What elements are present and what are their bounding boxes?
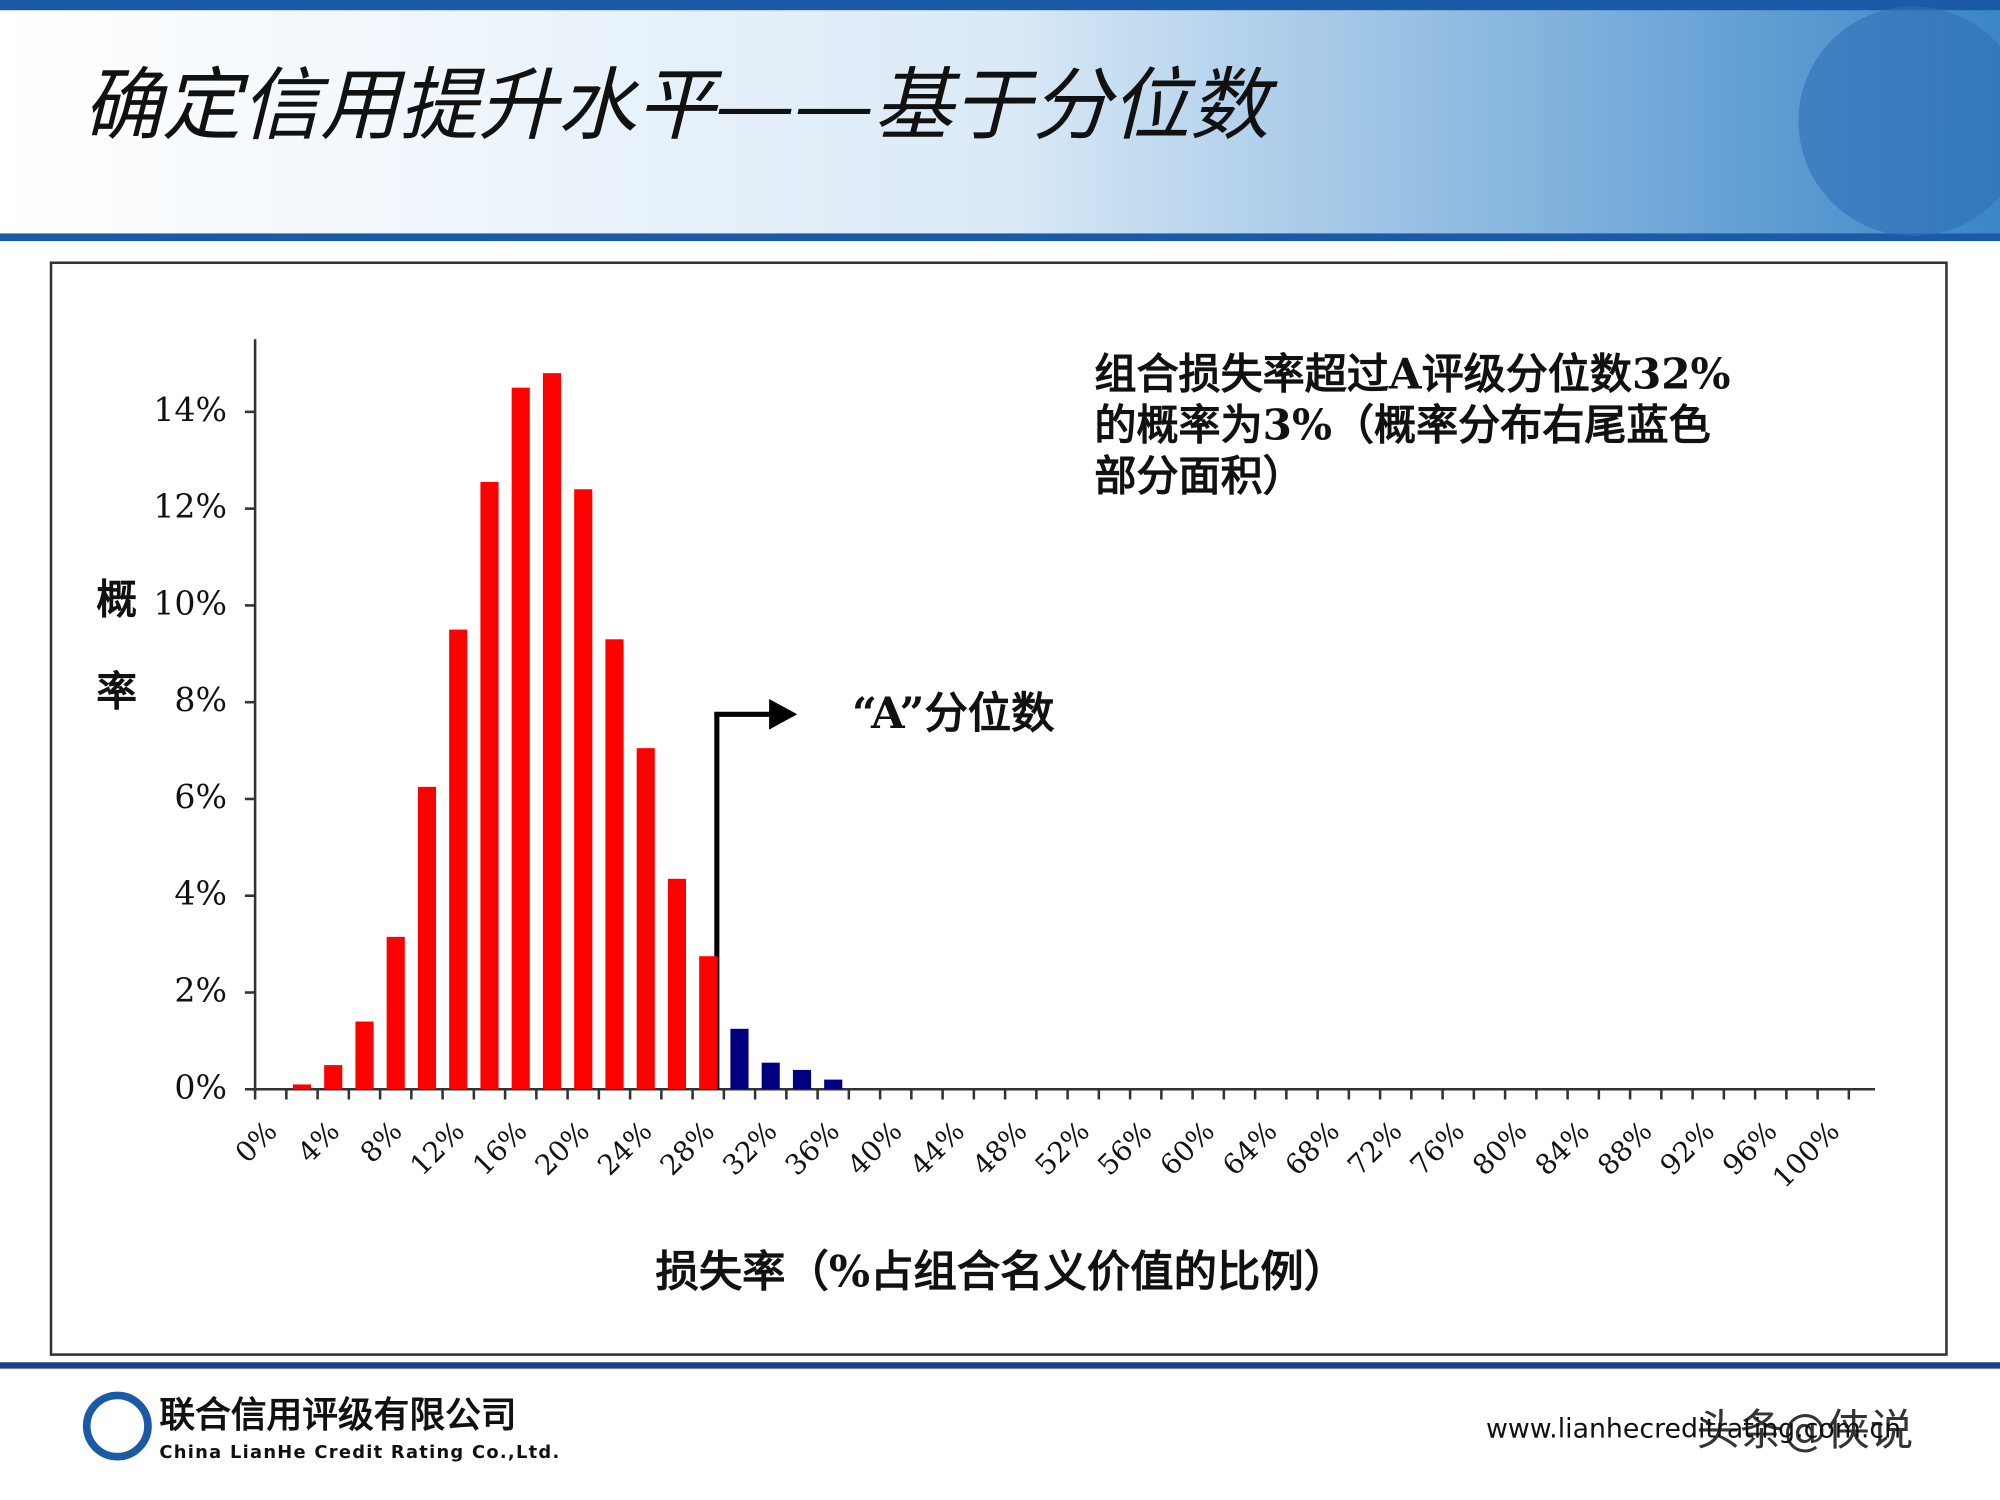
chart-frame xyxy=(49,261,1948,1356)
bar xyxy=(480,482,499,1090)
bar xyxy=(324,1065,343,1090)
watermark: 头条@侠说 xyxy=(1696,1406,1913,1456)
bar xyxy=(292,1084,312,1090)
quantile-label: “A”分位数 xyxy=(852,688,1055,739)
logo xyxy=(82,1391,152,1461)
bar xyxy=(761,1062,780,1090)
y-axis-label: 概率 xyxy=(89,578,137,762)
header-top-line xyxy=(0,0,2000,11)
company-name-en: China LianHe Credit Rating Co.,Ltd. xyxy=(159,1442,560,1463)
quantile-arrowhead xyxy=(769,698,798,730)
bar xyxy=(355,1021,374,1090)
header-bottom-line xyxy=(0,233,2000,242)
slide-title: 确定信用提升水平——基于分位数 xyxy=(83,60,1278,152)
x-axis-label: 损失率（%占组合名义价值的比例） xyxy=(655,1247,1347,1298)
y-tick-label: 8% xyxy=(174,680,227,719)
annotation-line: 部分面积） xyxy=(1094,451,1304,501)
globe xyxy=(1798,6,2000,236)
bar xyxy=(605,639,624,1090)
header-band xyxy=(0,0,2000,236)
bar xyxy=(699,956,718,1090)
y-tick-label: 2% xyxy=(174,971,227,1010)
bar xyxy=(824,1079,843,1090)
bar xyxy=(449,629,468,1090)
bar xyxy=(667,878,687,1090)
y-tick-label: 12% xyxy=(153,487,227,526)
company-name: 联合信用评级有限公司 xyxy=(159,1395,516,1436)
annotation-line: 的概率为3%（概率分布右尾蓝色 xyxy=(1094,400,1710,450)
annotation-line: 组合损失率超过A评级分位数32% xyxy=(1094,349,1730,399)
footer-line xyxy=(0,1362,2000,1369)
bar xyxy=(730,1028,749,1090)
bar xyxy=(636,748,655,1090)
bar xyxy=(386,936,405,1090)
bar xyxy=(574,489,593,1090)
y-tick-label: 0% xyxy=(174,1067,227,1106)
bar xyxy=(542,373,562,1090)
y-tick-label: 10% xyxy=(153,583,227,622)
y-tick-label: 14% xyxy=(153,390,227,429)
y-tick-label: 6% xyxy=(174,777,227,816)
bar xyxy=(511,387,530,1090)
website: www.lianhecreditrating.com.cn xyxy=(1486,1413,1901,1444)
bar xyxy=(417,786,437,1090)
bar xyxy=(792,1069,812,1090)
y-tick-label: 4% xyxy=(174,874,227,913)
